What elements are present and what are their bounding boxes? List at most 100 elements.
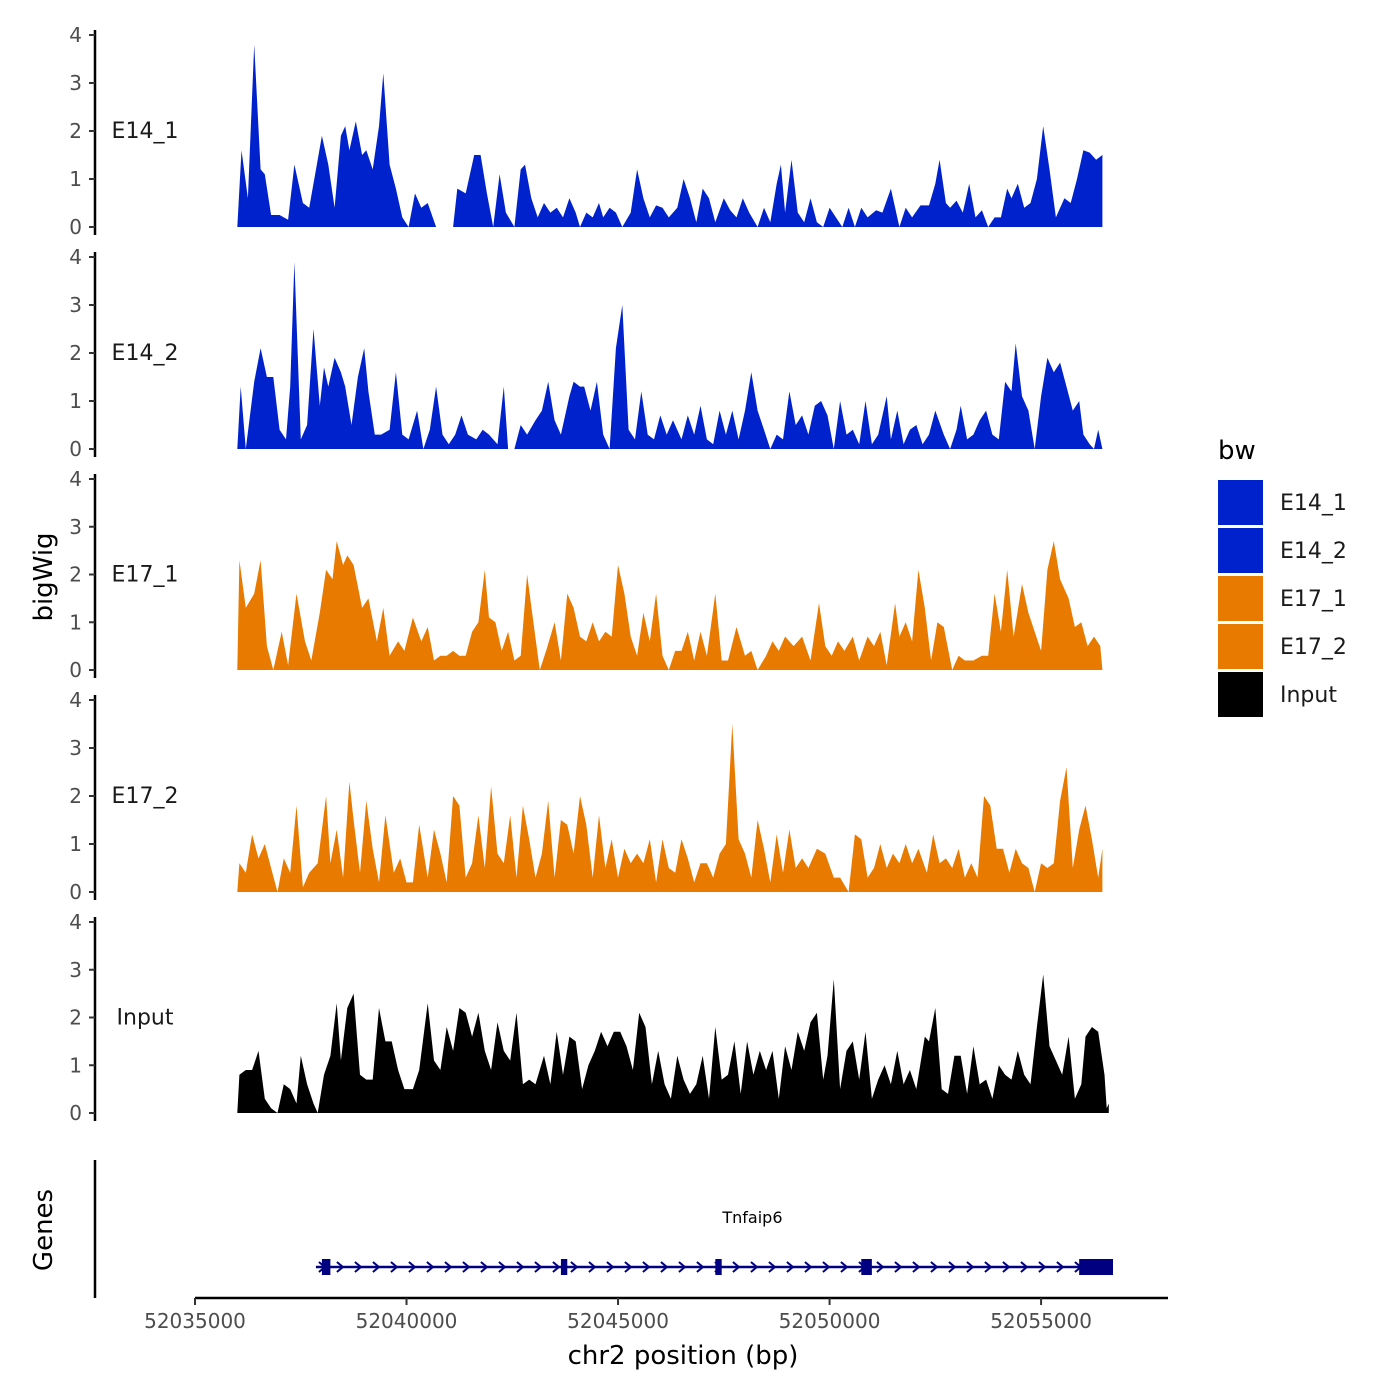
track-e17-2: 0 1 2 3 4 E17_2 — [69, 688, 1103, 904]
strand-arrow — [948, 1261, 957, 1273]
y-tick-label: 2 — [69, 119, 82, 143]
y-tick-label: 0 — [69, 437, 82, 461]
legend-swatch — [1218, 672, 1263, 717]
bigwig-tracks: 0 1 2 3 4 E14_1 0 1 2 3 4 E14_2 0 1 2 3 4 E17_1 0 1 2 3 4 E17_2… — [69, 23, 1109, 1125]
strand-arrow — [1056, 1261, 1065, 1273]
x-axis: 52035000 52040000 52045000 52050000 52055000 — [144, 1296, 1168, 1333]
x-tick-label: 52035000 — [144, 1309, 246, 1333]
track-e17-1: 0 1 2 3 4 E17_1 — [69, 467, 1103, 682]
strand-arrow — [750, 1261, 759, 1273]
y-tick-label: 0 — [69, 658, 82, 682]
y-tick-label: 1 — [69, 167, 82, 191]
y-tick-label: 0 — [69, 1101, 82, 1125]
y-tick-label: 2 — [69, 1006, 82, 1030]
legend-item-e17-2: E17_2 — [1218, 624, 1347, 669]
genes-track-label: Genes — [29, 1189, 59, 1271]
strand-arrow — [732, 1261, 741, 1273]
y-tick-label: 3 — [69, 958, 82, 982]
y-tick-label: 2 — [69, 784, 82, 808]
y-tick-label: 3 — [69, 293, 82, 317]
x-tick-label: 52050000 — [779, 1309, 881, 1333]
y-tick-label: 3 — [69, 71, 82, 95]
y-tick-label: 3 — [69, 515, 82, 539]
gene-exon — [861, 1259, 872, 1275]
track-label: Input — [117, 1006, 174, 1031]
y-tick-label: 1 — [69, 1053, 82, 1077]
legend-label: E14_1 — [1280, 491, 1347, 516]
y-tick-label: 2 — [69, 341, 82, 365]
strand-arrow — [678, 1261, 687, 1273]
legend-label: E14_2 — [1280, 539, 1347, 564]
gene-exon — [321, 1259, 331, 1275]
y-tick-label: 4 — [69, 467, 82, 491]
y-tick-label: 3 — [69, 736, 82, 760]
y-tick-label: 2 — [69, 563, 82, 587]
y-tick-label: 1 — [69, 389, 82, 413]
strand-arrow — [822, 1261, 831, 1273]
strand-arrow — [930, 1261, 939, 1273]
track-label: E17_1 — [112, 563, 179, 588]
strand-arrow — [894, 1261, 903, 1273]
track-e14-2: 0 1 2 3 4 E14_2 — [69, 245, 1103, 461]
y-tick-label: 0 — [69, 880, 82, 904]
strand-arrow — [516, 1261, 525, 1273]
coverage-area-e17-1 — [237, 541, 1103, 670]
strand-arrow — [534, 1261, 543, 1273]
strand-arrow — [624, 1261, 633, 1273]
legend-label: Input — [1280, 683, 1337, 708]
strand-arrow — [480, 1261, 489, 1273]
y-axis-title: bigWig — [29, 532, 59, 621]
strand-arrow — [372, 1261, 381, 1273]
strand-arrow — [336, 1261, 345, 1273]
coverage-area-input — [237, 974, 1109, 1113]
legend-swatch — [1218, 576, 1263, 621]
legend-swatch — [1218, 624, 1263, 669]
strand-arrow — [1002, 1261, 1011, 1273]
strand-arrow — [462, 1261, 471, 1273]
track-label: E14_1 — [112, 119, 179, 144]
strand-arrow — [804, 1261, 813, 1273]
legend: E14_1 E14_2 E17_1 E17_2 Input — [1218, 480, 1347, 717]
strand-arrow — [660, 1261, 669, 1273]
track-e14-1: 0 1 2 3 4 E14_1 — [69, 23, 1103, 239]
strand-arrow — [498, 1261, 507, 1273]
strand-arrow — [408, 1261, 417, 1273]
strand-arrow — [444, 1261, 453, 1273]
y-tick-label: 4 — [69, 688, 82, 712]
strand-arrow — [786, 1261, 795, 1273]
x-tick-label: 52055000 — [990, 1309, 1092, 1333]
strand-arrow — [966, 1261, 975, 1273]
gene-tnfaip6: Tnfaip6 — [315, 1208, 1114, 1275]
strand-arrow — [696, 1261, 705, 1273]
legend-swatch — [1218, 480, 1263, 525]
strand-arrow — [840, 1261, 849, 1273]
y-tick-label: 4 — [69, 23, 82, 47]
coverage-area-e17-2 — [237, 724, 1103, 892]
coverage-area-e14-2 — [237, 261, 1103, 449]
strand-arrow — [642, 1261, 651, 1273]
strand-arrow — [426, 1261, 435, 1273]
gene-exon — [1079, 1259, 1114, 1275]
strand-arrow — [390, 1261, 399, 1273]
y-tick-label: 1 — [69, 832, 82, 856]
x-tick-label: 52040000 — [356, 1309, 458, 1333]
y-tick-label: 1 — [69, 610, 82, 634]
track-label: E14_2 — [112, 341, 179, 366]
legend-item-input: Input — [1218, 672, 1337, 717]
genes-track: Tnfaip6 — [93, 1160, 1114, 1298]
track-input: 0 1 2 3 4 Input — [69, 910, 1109, 1125]
track-label: E17_2 — [112, 784, 179, 809]
coverage-area-e14-1 — [237, 44, 1103, 227]
strand-arrow — [768, 1261, 777, 1273]
legend-item-e14-2: E14_2 — [1218, 528, 1347, 573]
gene-exon — [715, 1259, 722, 1275]
legend-swatch — [1218, 528, 1263, 573]
legend-label: E17_2 — [1280, 635, 1347, 660]
x-tick-label: 52045000 — [567, 1309, 669, 1333]
strand-arrow — [552, 1261, 561, 1273]
strand-arrow — [354, 1261, 363, 1273]
gene-name-label: Tnfaip6 — [721, 1208, 782, 1227]
strand-arrow — [588, 1261, 597, 1273]
x-axis-title: chr2 position (bp) — [568, 1341, 799, 1371]
